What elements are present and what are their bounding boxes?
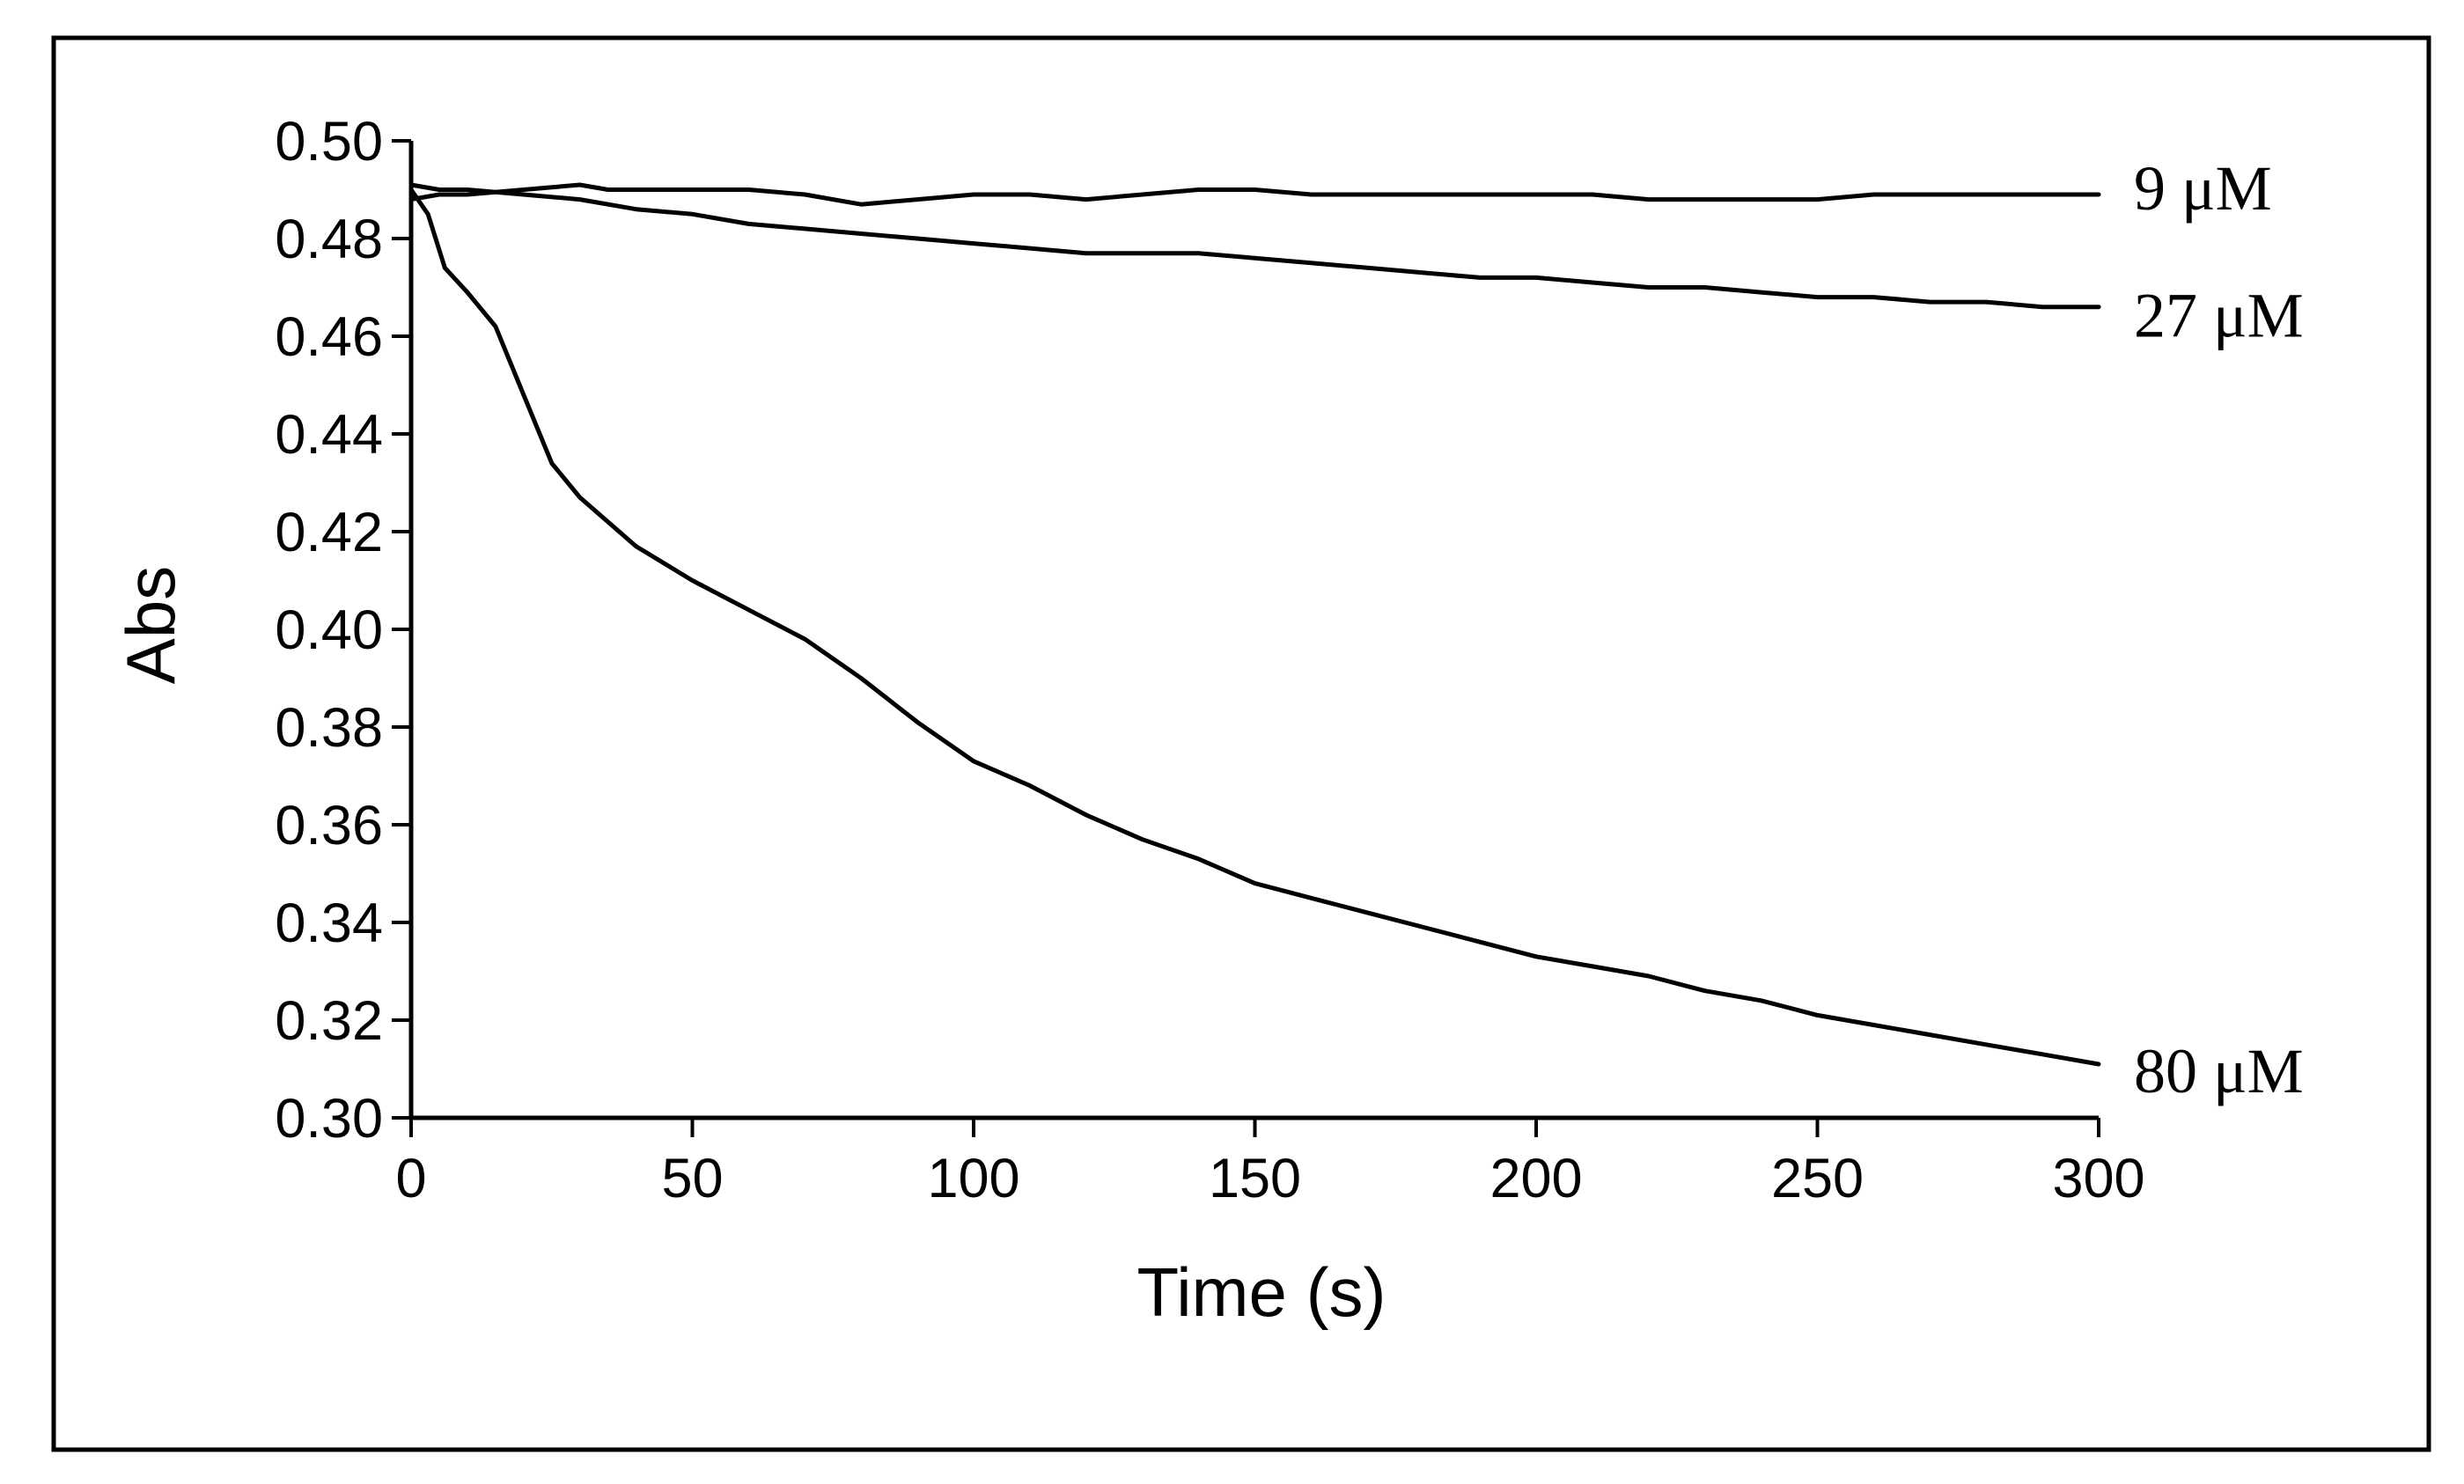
x-tick-label-1: 50 bbox=[661, 1148, 723, 1209]
y-tick-label-10: 0.50 bbox=[275, 111, 383, 173]
labels: Time (s) Abs 9 μM 27 μM 80 μM bbox=[112, 153, 2304, 1331]
y-tick-label-8: 0.46 bbox=[275, 306, 383, 368]
y-tick-label-1: 0.32 bbox=[275, 990, 383, 1052]
series-line-0 bbox=[408, 182, 2101, 207]
series-lines bbox=[408, 182, 2101, 1067]
x-tick-label-5: 250 bbox=[1771, 1148, 1864, 1209]
series-label-2: 80 μM bbox=[2134, 1036, 2304, 1106]
y-tick-label-2: 0.34 bbox=[275, 893, 383, 954]
series-label-1: 27 μM bbox=[2134, 281, 2304, 351]
series-line-2 bbox=[408, 187, 2101, 1067]
ticks: 0.30 0.32 0.34 0.36 0.38 0.40 0.42 0.44 0.46 0.48… bbox=[275, 111, 2144, 1209]
y-tick-label-5: 0.40 bbox=[275, 599, 383, 661]
series-line-1 bbox=[408, 182, 2101, 310]
y-tick-label-4: 0.38 bbox=[275, 697, 383, 759]
x-tick-label-0: 0 bbox=[395, 1148, 426, 1209]
x-tick-label-3: 150 bbox=[1209, 1148, 1301, 1209]
x-axis-title: Time (s) bbox=[1136, 1253, 1386, 1331]
x-tick-label-6: 300 bbox=[2052, 1148, 2144, 1209]
x-tick-label-4: 200 bbox=[1489, 1148, 1582, 1209]
y-tick-label-9: 0.48 bbox=[275, 209, 383, 270]
series-label-0: 9 μM bbox=[2134, 153, 2272, 224]
y-tick-label-6: 0.42 bbox=[275, 502, 383, 563]
y-tick-label-3: 0.36 bbox=[275, 795, 383, 856]
y-axis-title: Abs bbox=[112, 566, 189, 684]
x-tick-label-2: 100 bbox=[927, 1148, 1019, 1209]
y-tick-label-7: 0.44 bbox=[275, 404, 383, 466]
y-tick-label-0: 0.30 bbox=[275, 1088, 383, 1150]
